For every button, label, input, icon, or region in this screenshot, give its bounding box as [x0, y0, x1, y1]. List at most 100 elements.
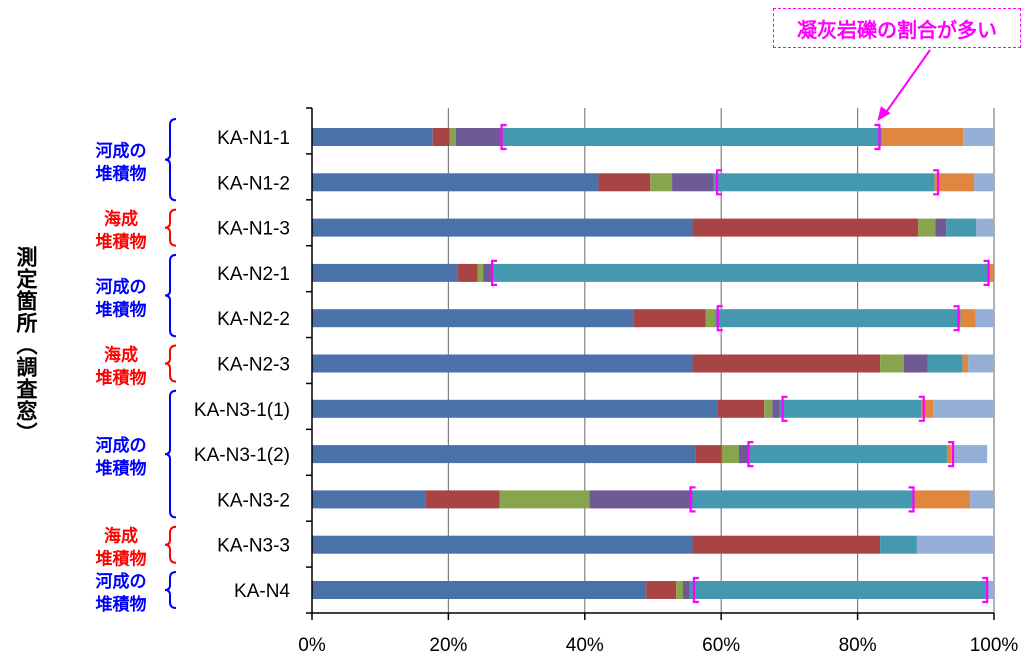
- bracket-right: [908, 486, 915, 513]
- category-label: KA-N2-1: [217, 264, 290, 285]
- group-label-line1: 河成の: [96, 141, 147, 162]
- bar-segment: [935, 218, 947, 237]
- y-axis-label: 測定箇所（調査窓）: [6, 200, 46, 490]
- category-label: KA-N3-3: [217, 536, 290, 557]
- bracket-left: [490, 259, 498, 286]
- group-brace: [164, 118, 177, 202]
- category-label: KA-N1-3: [217, 219, 290, 240]
- bar-segment: [477, 263, 484, 282]
- bar-segment: [455, 128, 503, 146]
- x-tick-labels: 0% 20% 40% 60% 80% 100%: [298, 635, 1018, 656]
- bar-segment: [914, 490, 971, 509]
- bar-segment: [312, 263, 458, 282]
- x-tick-label: 100%: [970, 635, 1019, 656]
- group-brace: [164, 253, 177, 338]
- group-label-line2: 堆積物: [96, 368, 147, 389]
- category-labels: KA-N1-1 KA-N1-2 KA-N1-3 KA-N2-1 KA-N2-2 KA-N2…: [194, 128, 291, 602]
- bar-segment: [968, 354, 994, 373]
- bar-segment: [882, 128, 964, 146]
- category-label: KA-N2-2: [217, 309, 290, 330]
- bar-segment: [738, 445, 750, 464]
- bar-segment: [692, 218, 919, 237]
- bracket-left: [689, 486, 696, 513]
- bar-segment: [903, 354, 928, 373]
- bar-segment: [946, 218, 977, 237]
- bar-segment: [880, 354, 904, 373]
- group-label-line1: 河成の: [96, 571, 147, 592]
- group-label-line2: 堆積物: [96, 300, 147, 321]
- group-brace: [164, 208, 177, 247]
- bar-segment: [312, 490, 426, 509]
- group-label-line1: 河成の: [96, 277, 147, 298]
- bar-segment: [721, 445, 739, 464]
- bar-segment: [988, 263, 994, 282]
- category-label: KA-N3-2: [217, 490, 290, 511]
- bar-segment: [312, 128, 433, 146]
- bar-segment: [970, 490, 994, 509]
- bracket-right: [982, 576, 989, 604]
- bar-segment: [764, 399, 773, 418]
- bar-segment: [695, 445, 722, 464]
- group-label-line2: 堆積物: [96, 164, 147, 185]
- y-axis-label-text: 測定箇所（調査窓）: [14, 246, 38, 444]
- bracket-right: [933, 169, 940, 196]
- bracket-left: [781, 395, 788, 422]
- bar-segment: [692, 354, 881, 373]
- group-label-line2: 堆積物: [96, 549, 147, 570]
- bracket-left: [692, 576, 699, 604]
- bar-segment: [312, 399, 718, 418]
- category-label: KA-N3-1(1): [194, 400, 290, 421]
- bar-segment: [916, 535, 994, 554]
- bar-segment: [963, 128, 994, 146]
- group-label-line1: 海成: [104, 345, 138, 366]
- bar-segment: [705, 309, 716, 328]
- bar-segment: [312, 173, 599, 192]
- bar-segment: [589, 490, 693, 509]
- bar-segment: [432, 128, 450, 146]
- bracket-right: [948, 441, 955, 468]
- axes: [306, 107, 995, 620]
- bar-segment: [951, 445, 988, 464]
- bar-segment: [713, 173, 935, 192]
- bar-segment: [312, 218, 693, 237]
- bars: [312, 128, 994, 599]
- group-label-line1: 河成の: [96, 435, 147, 456]
- bar-segment: [483, 263, 493, 282]
- bar-segment: [975, 309, 994, 328]
- group-brace: [164, 389, 177, 519]
- bar-segment: [492, 263, 989, 282]
- callout-arrow-line: [882, 49, 931, 117]
- bar-segment: [312, 354, 693, 373]
- group-label-line2: 堆積物: [96, 232, 147, 253]
- callout-text: 凝灰岩礫の割合が多い: [797, 17, 997, 42]
- group-label-line1: 海成: [104, 209, 138, 230]
- bar-segment: [598, 173, 651, 192]
- bar-segment: [312, 445, 696, 464]
- x-tick-label: 0%: [298, 635, 326, 656]
- bar-segment: [921, 399, 934, 418]
- bar-segment: [312, 309, 634, 328]
- bar-segment: [449, 128, 456, 146]
- bracket-right: [874, 123, 881, 151]
- x-tick-label: 60%: [702, 635, 740, 656]
- bar-segment: [683, 581, 690, 599]
- bar-segment: [457, 263, 478, 282]
- bar-segment: [933, 399, 994, 418]
- bar-segment: [772, 399, 780, 418]
- bar-segment: [960, 309, 976, 328]
- bar-segment: [646, 581, 677, 599]
- category-label: KA-N1-1: [217, 128, 290, 149]
- bracket-right: [983, 259, 990, 286]
- bar-segment: [946, 445, 952, 464]
- bar-segment: [650, 173, 673, 192]
- bar-segment: [502, 128, 883, 146]
- group-label-line1: 海成: [104, 526, 138, 547]
- bar-segment: [927, 354, 963, 373]
- bar-segment: [312, 581, 647, 599]
- bracket-left: [716, 305, 723, 332]
- bar-segment: [717, 399, 765, 418]
- bar-segment: [779, 399, 922, 418]
- bar-segment: [715, 309, 961, 328]
- bracket-left: [747, 441, 754, 468]
- bar-segment: [692, 535, 881, 554]
